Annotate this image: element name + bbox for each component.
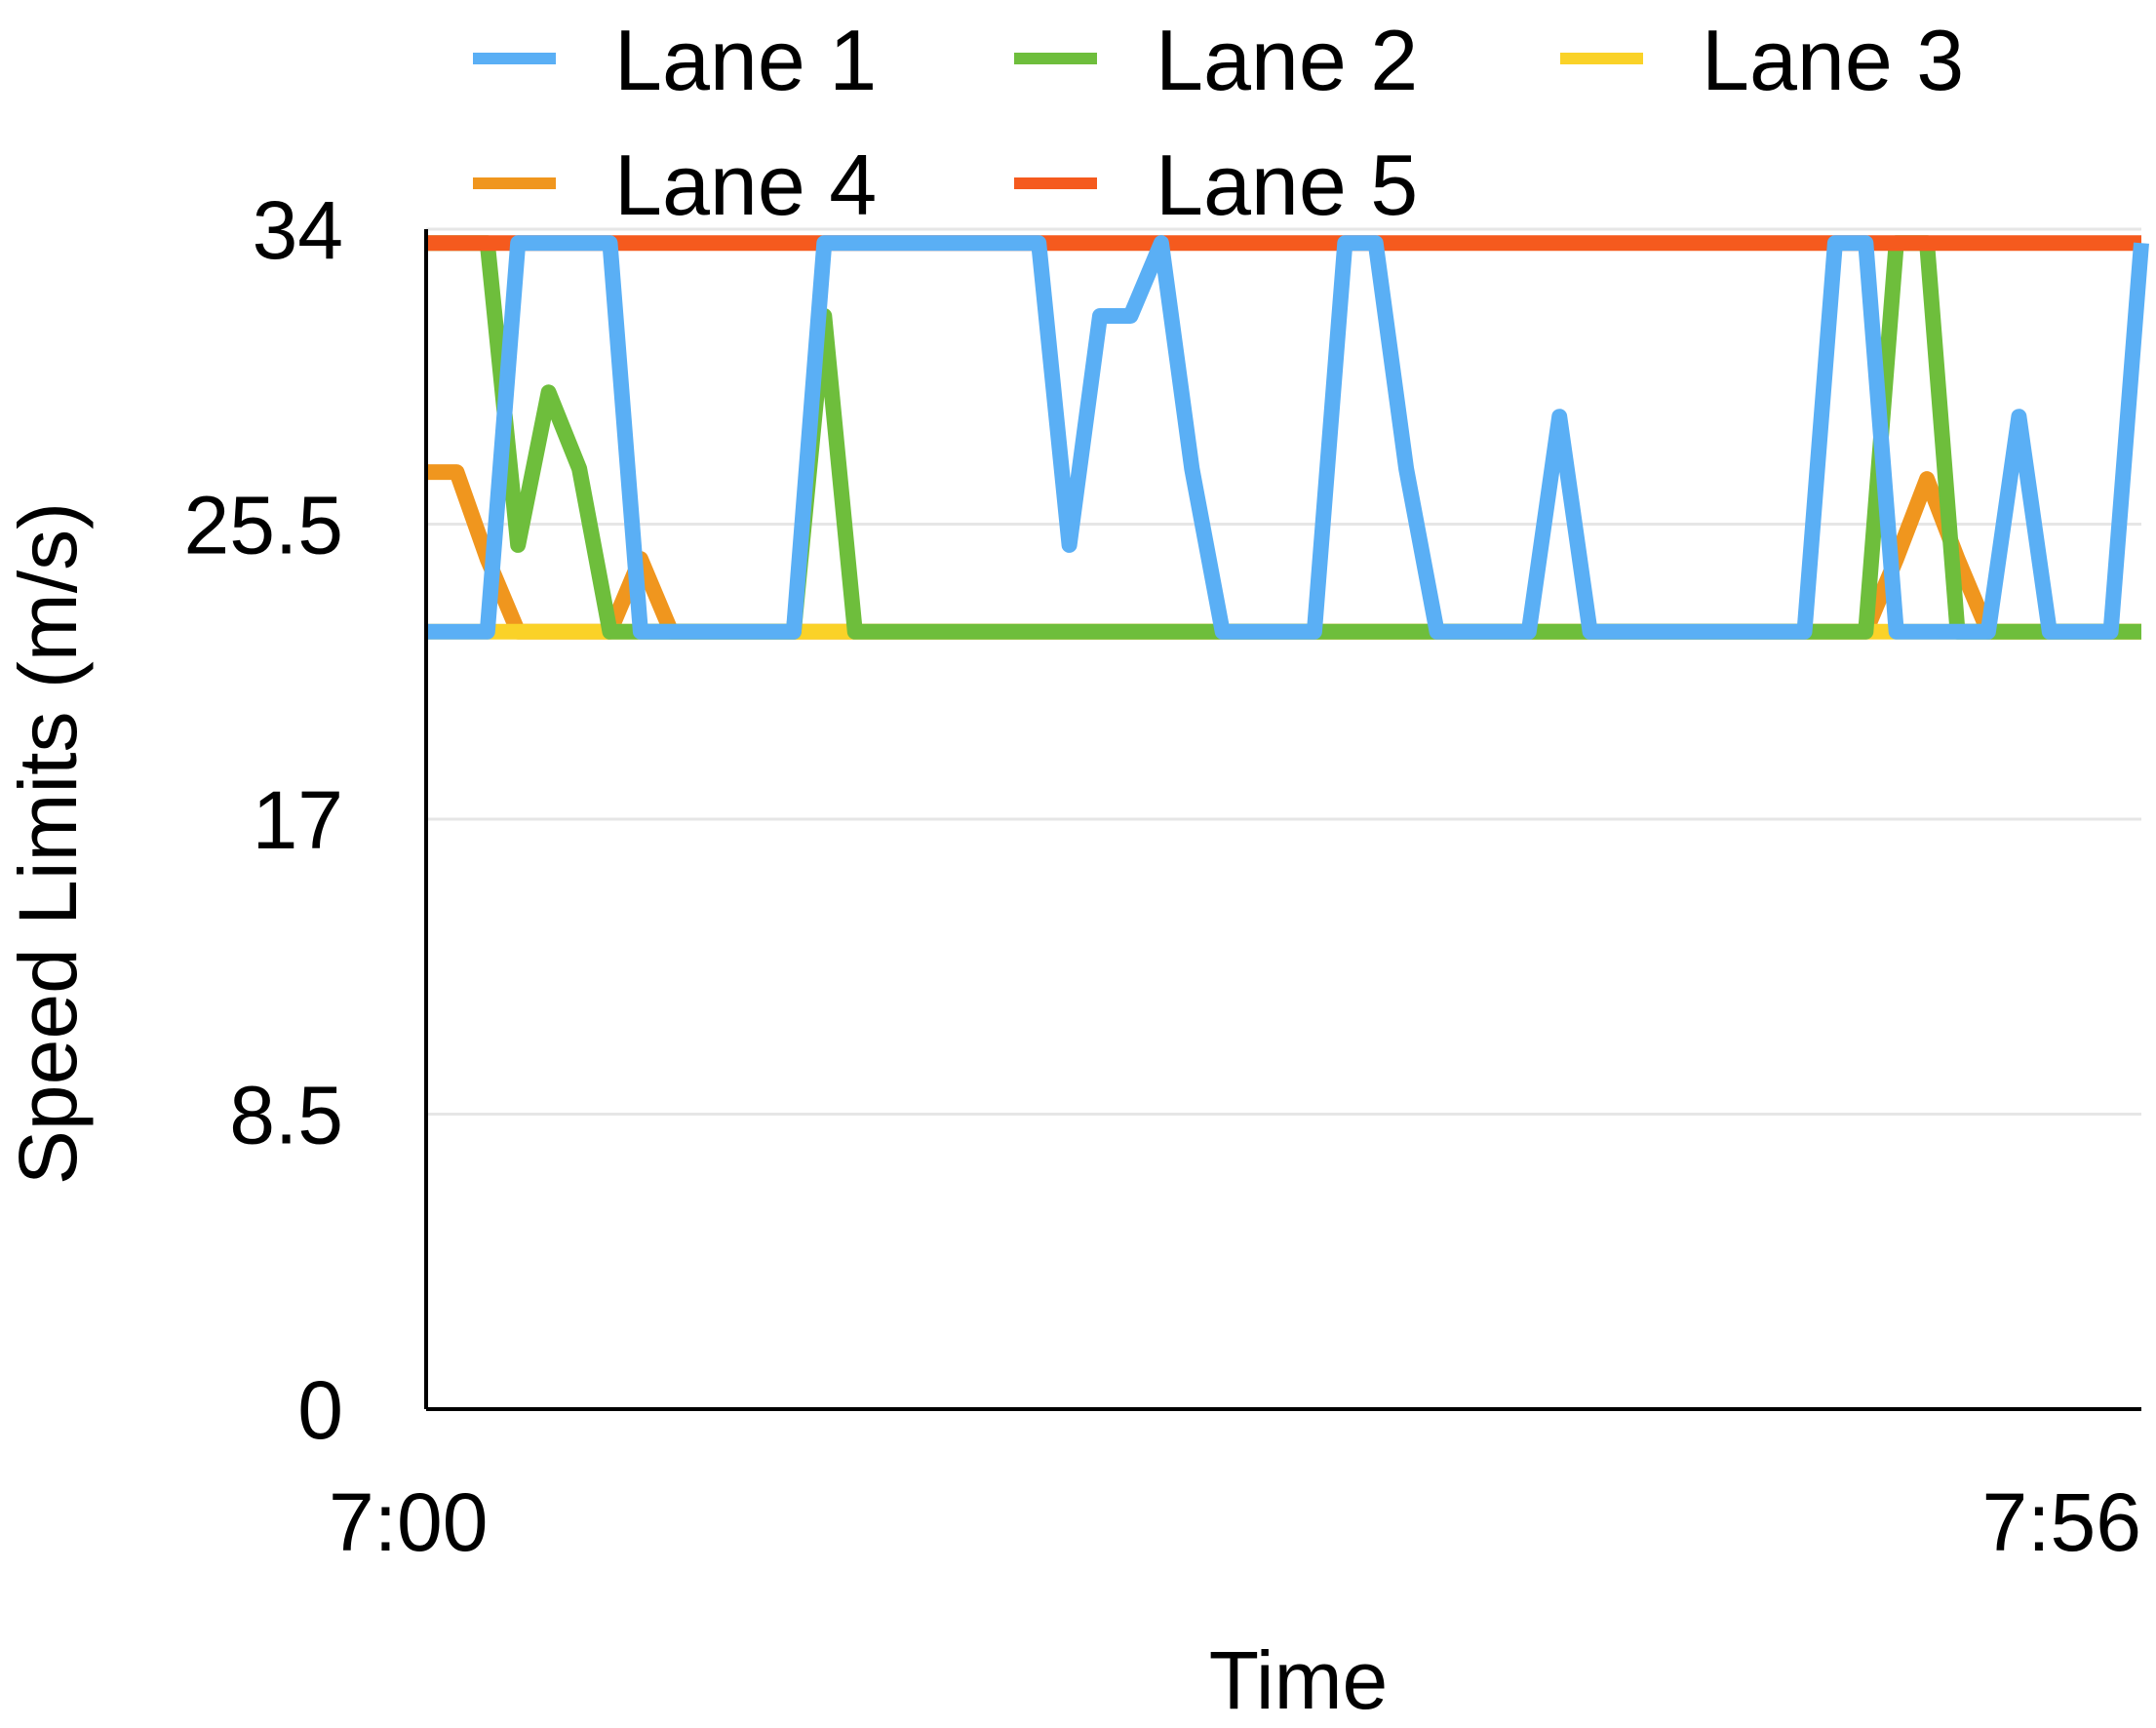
legend-item-lane-3: Lane 3 [1560, 12, 1964, 108]
legend-item-lane-1: Lane 1 [473, 12, 877, 108]
gridlines [426, 227, 2141, 1116]
y-tick-labels: 0 8.5 17 25.5 34 [184, 184, 344, 1456]
y-tick-label: 8.5 [229, 1070, 343, 1161]
y-tick-label: 25.5 [184, 480, 344, 571]
legend-label: Lane 2 [1156, 12, 1418, 108]
series-lines [426, 235, 2149, 640]
legend-item-lane-5: Lane 5 [1014, 137, 1418, 233]
legend-label: Lane 5 [1156, 137, 1418, 233]
y-tick-label: 34 [253, 184, 343, 276]
y-tick-label: 17 [253, 774, 343, 866]
legend: Lane 1 Lane 2 Lane 3 Lane 4 Lane 5 [473, 12, 1964, 233]
legend-label: Lane 1 [614, 12, 877, 108]
x-axis-label: Time [1209, 1634, 1389, 1726]
y-axis-label: Speed Limits (m/s) [2, 502, 94, 1185]
legend-item-lane-2: Lane 2 [1014, 12, 1418, 108]
legend-label: Lane 4 [614, 137, 877, 233]
x-tick-label: 7:56 [1982, 1476, 2142, 1568]
axes [424, 229, 2141, 1411]
legend-label: Lane 3 [1702, 12, 1964, 108]
x-tick-labels: 7:00 7:56 [329, 1476, 2141, 1568]
x-tick-label: 7:00 [329, 1476, 489, 1568]
series-line-lane-1 [426, 235, 2149, 640]
y-tick-label: 0 [297, 1364, 343, 1456]
legend-item-lane-4: Lane 4 [473, 137, 877, 233]
